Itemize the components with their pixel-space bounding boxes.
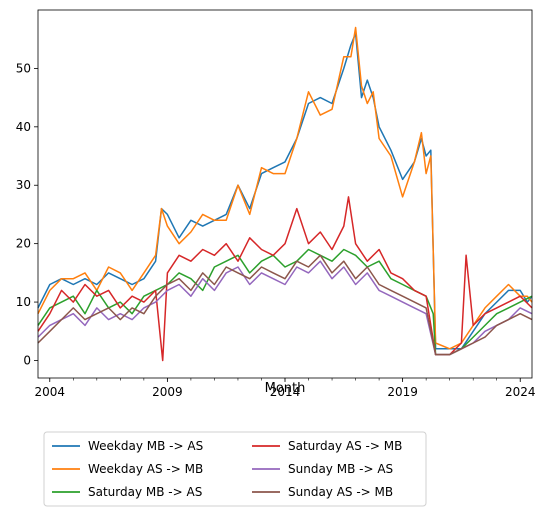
series-line-2	[37, 26, 533, 350]
x-tick-label: 2004	[34, 385, 65, 399]
legend-label: Weekday MB -> AS	[88, 439, 203, 453]
series-line-1	[37, 32, 533, 350]
series-line-4	[37, 196, 533, 362]
x-tick-label: 2019	[387, 385, 418, 399]
x-tick-label: 2009	[152, 385, 183, 399]
series-line-3	[37, 248, 533, 356]
y-tick-label: 0	[23, 353, 31, 367]
series-line-6	[37, 254, 533, 356]
legend-label: Saturday MB -> AS	[88, 485, 202, 499]
y-tick-label: 50	[16, 61, 31, 75]
legend-label: Saturday AS -> MB	[288, 439, 402, 453]
legend-label: Weekday AS -> MB	[88, 462, 203, 476]
series-layer	[37, 26, 533, 362]
legend-entry: Weekday MB -> AS	[52, 439, 203, 453]
legend: Weekday MB -> AS Weekday AS -> MB Saturday…	[43, 431, 427, 507]
y-tick-label: 10	[16, 295, 31, 309]
legend-entry: Saturday MB -> AS	[52, 485, 202, 499]
legend-entry: Weekday AS -> MB	[52, 462, 203, 476]
legend-entry: Sunday MB -> AS	[252, 462, 393, 476]
y-tick-label: 40	[16, 120, 31, 134]
plot-frame	[37, 9, 533, 379]
legend-entry: Saturday AS -> MB	[252, 439, 402, 453]
axes-layer: 0 10 20 30 40 50 2004 2009 2014 2019 2024	[16, 9, 536, 399]
y-tick-label: 30	[16, 178, 31, 192]
legend-entry: Sunday AS -> MB	[252, 485, 393, 499]
x-axis-label: Month	[265, 381, 306, 396]
legend-label: Sunday AS -> MB	[288, 485, 393, 499]
legend-label: Sunday MB -> AS	[288, 462, 393, 476]
x-tick-label: 2014	[270, 385, 301, 399]
y-tick-label: 20	[16, 237, 31, 251]
x-tick-label: 2024	[505, 385, 536, 399]
legend-box	[43, 431, 427, 507]
